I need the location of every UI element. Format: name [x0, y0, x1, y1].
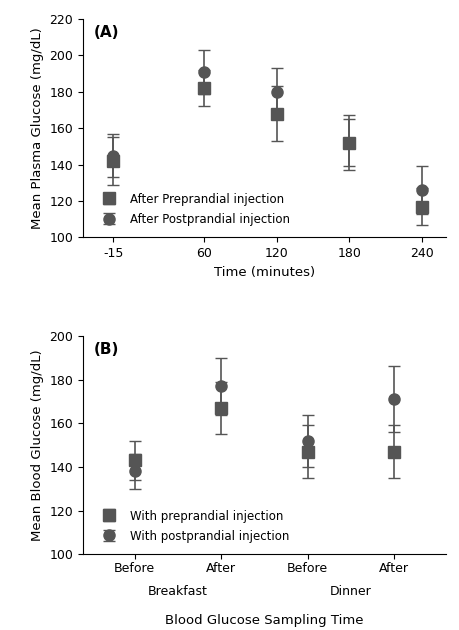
X-axis label: Time (minutes): Time (minutes) — [213, 266, 314, 278]
Text: (B): (B) — [94, 342, 119, 357]
Text: (A): (A) — [94, 25, 119, 40]
Y-axis label: Mean Plasma Glucose (mg/dL): Mean Plasma Glucose (mg/dL) — [31, 27, 44, 229]
Legend: After Preprandial injection, After Postprandial injection: After Preprandial injection, After Postp… — [89, 186, 295, 232]
Y-axis label: Mean Blood Glucose (mg/dL): Mean Blood Glucose (mg/dL) — [31, 349, 44, 541]
Text: Breakfast: Breakfast — [148, 585, 207, 598]
Legend: With preprandial injection, With postprandial injection: With preprandial injection, With postpra… — [89, 503, 295, 549]
Text: Dinner: Dinner — [330, 585, 371, 598]
X-axis label: Blood Glucose Sampling Time: Blood Glucose Sampling Time — [165, 614, 363, 627]
